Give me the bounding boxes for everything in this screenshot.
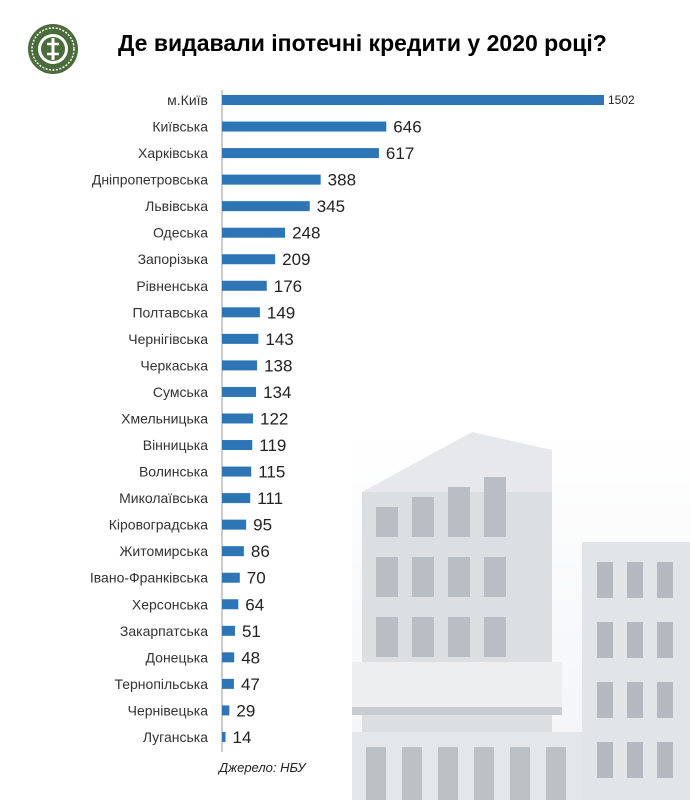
- bar: [222, 546, 244, 557]
- bar: [222, 572, 240, 583]
- value-label: 115: [258, 463, 285, 482]
- bar: [222, 254, 276, 265]
- value-label: 47: [241, 675, 260, 694]
- value-label: 209: [282, 250, 310, 269]
- bar: [222, 227, 286, 238]
- category-label: Харківська: [138, 145, 208, 161]
- bar: [222, 519, 247, 530]
- value-label: 1502: [608, 93, 635, 107]
- category-label: Сумська: [153, 384, 208, 400]
- category-label: Івано-Франківська: [90, 570, 208, 586]
- value-label: 95: [253, 516, 272, 535]
- category-label: Волинська: [139, 464, 208, 480]
- category-label: Чернігівська: [128, 331, 208, 347]
- value-label: 176: [274, 277, 302, 296]
- bar: [222, 705, 230, 716]
- bar: [222, 280, 267, 291]
- value-label: 617: [386, 144, 414, 163]
- value-label: 70: [247, 569, 266, 588]
- value-label: 388: [328, 171, 356, 190]
- bar: [222, 678, 234, 689]
- value-label: 134: [263, 383, 291, 402]
- bar: [222, 386, 257, 397]
- value-label: 86: [251, 542, 270, 561]
- building-illustration: [352, 432, 690, 800]
- category-label: Закарпатська: [120, 623, 208, 639]
- bar: [222, 333, 259, 344]
- bar: [222, 121, 387, 132]
- category-label: Луганська: [143, 729, 208, 745]
- value-label: 345: [317, 197, 345, 216]
- bar: [222, 440, 253, 451]
- bar: [222, 731, 226, 742]
- logo-icon: [28, 24, 78, 74]
- category-label: Вінницька: [143, 437, 208, 453]
- category-label: Рівненська: [136, 278, 208, 294]
- bar: [222, 599, 239, 610]
- value-label: 646: [393, 118, 421, 137]
- value-label: 111: [257, 489, 283, 508]
- bar: [222, 652, 235, 663]
- category-label: Дніпропетровська: [92, 172, 208, 188]
- category-label: Кіровоградська: [109, 517, 208, 533]
- value-label: 119: [259, 436, 286, 455]
- value-label: 143: [265, 330, 293, 349]
- bar: [222, 493, 251, 504]
- bar: [222, 201, 310, 212]
- bar: [222, 95, 604, 105]
- category-label: Донецька: [146, 649, 209, 665]
- category-label: Черкаська: [140, 357, 208, 373]
- bar: [222, 625, 235, 636]
- value-label: 29: [236, 701, 255, 720]
- value-label: 14: [233, 728, 252, 747]
- category-label: Львівська: [145, 198, 208, 214]
- value-label: 48: [241, 648, 260, 667]
- category-label: Хмельницька: [121, 410, 208, 426]
- category-label: Миколаївська: [119, 490, 208, 506]
- category-label: Тернопільська: [114, 676, 208, 692]
- bar: [222, 148, 379, 159]
- category-label: Київська: [152, 119, 208, 135]
- category-label: Житомирська: [119, 543, 208, 559]
- source-note: Джерело: НБУ: [219, 760, 306, 775]
- value-label: 248: [292, 224, 320, 243]
- category-label: Запорізька: [138, 251, 209, 267]
- category-label: м.Київ: [167, 92, 208, 108]
- category-label: Одеська: [153, 225, 208, 241]
- category-label: Полтавська: [132, 304, 208, 320]
- value-label: 122: [260, 409, 288, 428]
- bar: [222, 466, 252, 477]
- bar: [222, 307, 260, 318]
- bar: [222, 174, 321, 185]
- chart-title: Де видавали іпотечні кредити у 2020 році…: [118, 30, 607, 56]
- bar: [222, 413, 254, 424]
- value-label: 138: [264, 356, 292, 375]
- category-label: Чернівецька: [128, 702, 209, 718]
- value-label: 51: [242, 622, 261, 641]
- category-label: Херсонська: [132, 596, 208, 612]
- value-label: 149: [267, 303, 295, 322]
- bar: [222, 360, 258, 371]
- value-label: 64: [245, 595, 264, 614]
